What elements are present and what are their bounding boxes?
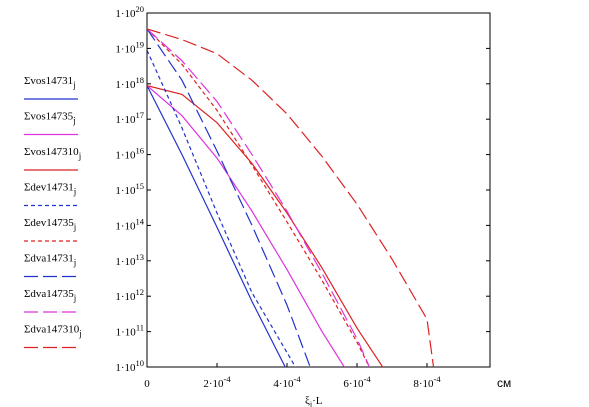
legend-label: Σdva147310j	[24, 324, 82, 339]
legend-label: Σvos14735j	[24, 111, 76, 126]
series-line-4	[147, 49, 297, 367]
series-line-5	[147, 28, 370, 367]
legend-label: Σdev14731j	[24, 182, 76, 197]
series-line-2	[147, 85, 346, 367]
x-axis-label: ξj·L	[305, 395, 323, 407]
legend: Σvos14731j Σvos14735j Σvos147310j Σdev14731…	[24, 75, 82, 349]
series-line-1	[147, 85, 286, 367]
legend-label: Σdev14735j	[24, 217, 76, 232]
legend-label: Σvos14731j	[24, 75, 76, 90]
series-line-7	[147, 28, 371, 367]
legend-label: Σdva14735j	[24, 288, 76, 303]
legend-label: Σdva14731j	[24, 253, 76, 268]
x-tick-label: 0	[144, 378, 150, 390]
legend-label: Σvos147310j	[24, 146, 81, 161]
x-axis-unit: см	[497, 376, 511, 390]
series-line-3	[147, 85, 384, 367]
series-lines	[147, 28, 435, 367]
series-line-8	[147, 28, 435, 367]
series-line-6	[147, 28, 311, 367]
